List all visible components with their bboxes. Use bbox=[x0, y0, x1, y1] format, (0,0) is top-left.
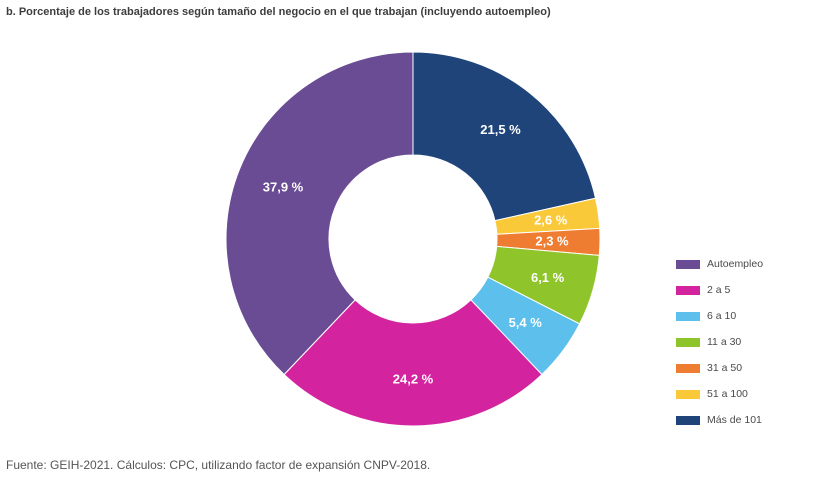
legend-item-51-a-100: 51 a 100 bbox=[676, 381, 816, 407]
legend-label: 11 a 30 bbox=[707, 336, 742, 348]
slice-2-a-5 bbox=[283, 299, 543, 427]
legend-label: 51 a 100 bbox=[707, 388, 748, 400]
slice-label-6-a-10: 5,4 % bbox=[509, 315, 543, 330]
legend-swatch bbox=[676, 311, 700, 321]
legend-swatch bbox=[676, 285, 700, 295]
slice-mas-de-101 bbox=[412, 51, 597, 222]
legend-item-mas-de-101: Más de 101 bbox=[676, 407, 816, 433]
donut-labels: 21,5 % 2,6 % 2,3 % 6,1 % 5,4 % 24,2 % 37,9 % bbox=[263, 122, 569, 386]
legend-item-11-a-30: 11 a 30 bbox=[676, 329, 816, 355]
slice-label-51-a-100: 2,6 % bbox=[534, 212, 568, 227]
legend-swatch bbox=[676, 363, 700, 373]
slice-label-11-a-30: 6,1 % bbox=[531, 270, 565, 285]
legend-swatch bbox=[676, 389, 700, 399]
donut-slices bbox=[225, 51, 601, 427]
legend-label: Más de 101 bbox=[707, 414, 762, 426]
slice-label-31-a-50: 2,3 % bbox=[535, 234, 569, 249]
source-note: Fuente: GEIH-2021. Cálculos: CPC, utiliz… bbox=[6, 458, 431, 472]
legend-label: 2 a 5 bbox=[707, 284, 731, 296]
slice-autoempleo bbox=[225, 51, 414, 376]
slice-label-2-a-5: 24,2 % bbox=[393, 372, 434, 387]
legend-item-31-a-50: 31 a 50 bbox=[676, 355, 816, 381]
legend-swatch bbox=[676, 415, 700, 425]
legend-label: Autoempleo bbox=[707, 258, 764, 270]
legend-item-2-a-5: 2 a 5 bbox=[676, 277, 816, 303]
legend-swatch bbox=[676, 337, 700, 347]
legend: Autoempleo 2 a 5 6 a 10 11 a 30 31 a 50 51 a … bbox=[676, 251, 816, 433]
legend-swatch bbox=[676, 259, 700, 269]
legend-item-autoempleo: Autoempleo bbox=[676, 251, 816, 277]
legend-label: 6 a 10 bbox=[707, 310, 737, 322]
chart-title: b. Porcentaje de los trabajadores según … bbox=[6, 6, 551, 18]
legend-item-6-a-10: 6 a 10 bbox=[676, 303, 816, 329]
legend-label: 31 a 50 bbox=[707, 362, 743, 374]
slice-label-autoempleo: 37,9 % bbox=[263, 180, 304, 195]
slice-label-mas-de-101: 21,5 % bbox=[480, 122, 521, 137]
